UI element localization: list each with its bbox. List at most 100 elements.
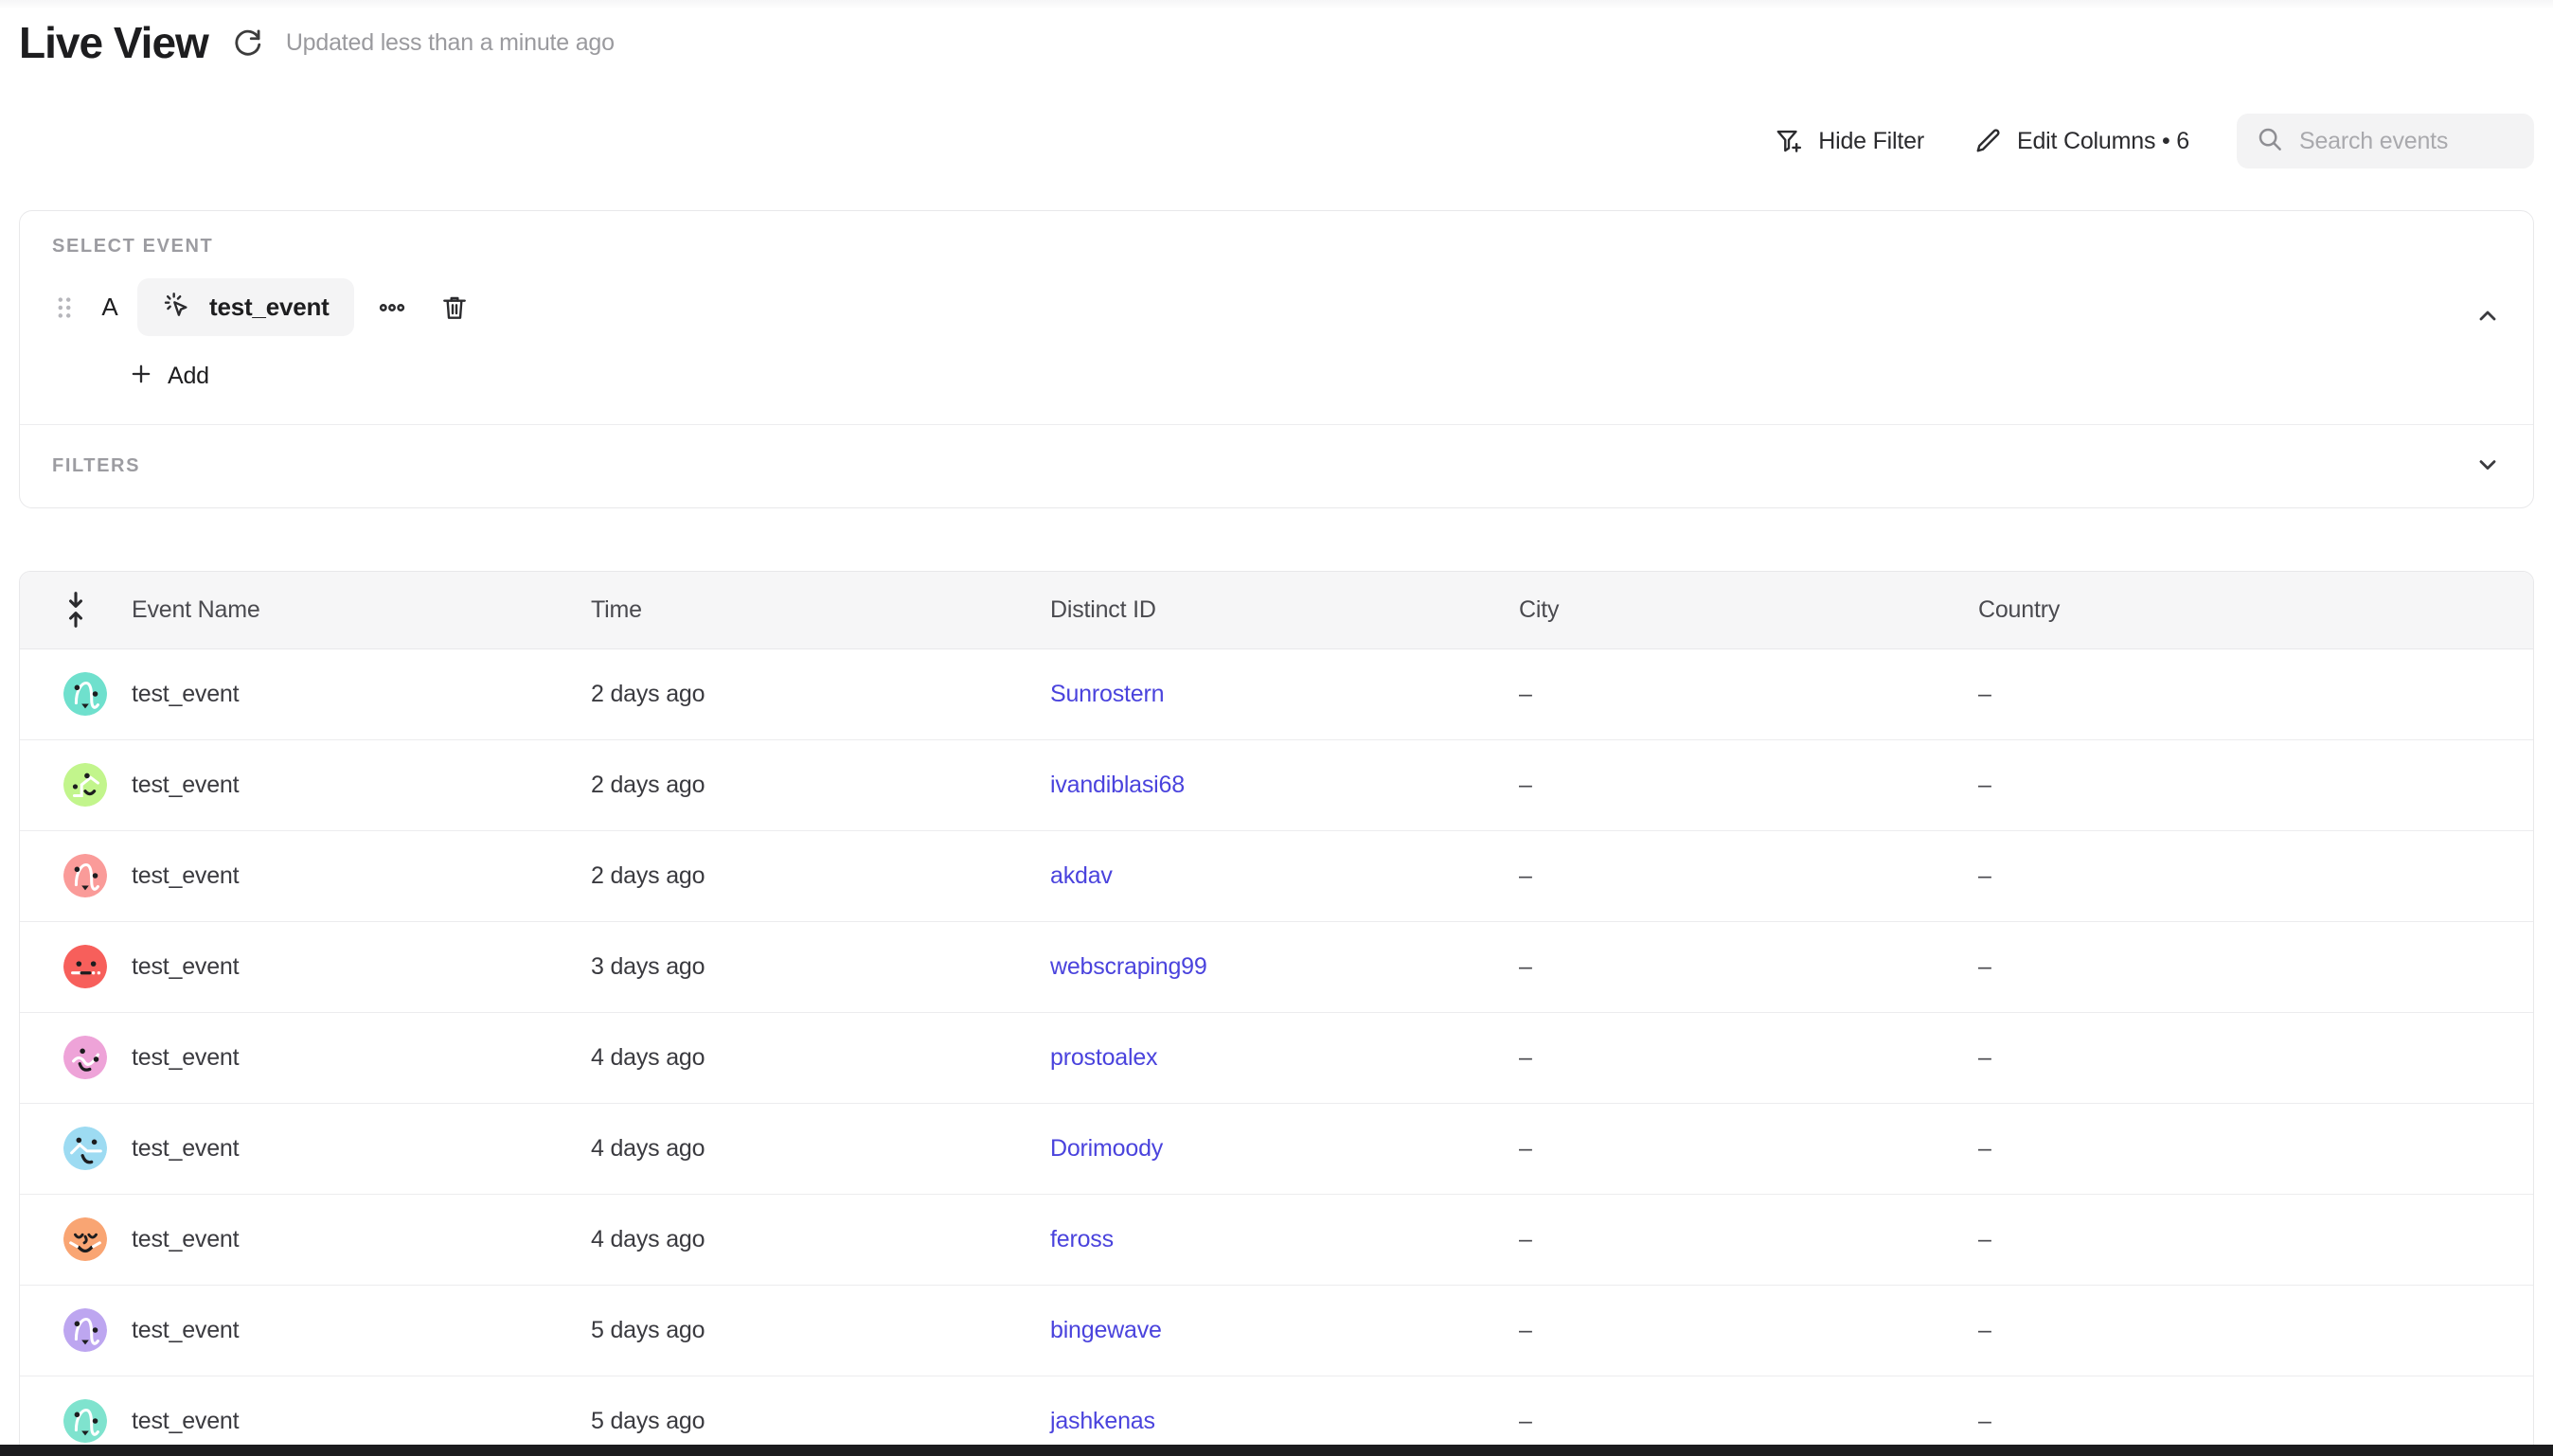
edit-columns-button[interactable]: Edit Columns • 6 bbox=[1949, 117, 2214, 165]
distinct-id-link[interactable]: ivandiblasi68 bbox=[1050, 771, 1185, 798]
add-label: Add bbox=[168, 363, 209, 389]
cell-time: 4 days ago bbox=[591, 1194, 1050, 1286]
event-step-row: A test_event bbox=[52, 278, 2507, 336]
distinct-id-link[interactable]: jashkenas bbox=[1050, 1407, 1155, 1434]
table-row[interactable]: test_event 5 days ago bingewave – – bbox=[20, 1285, 2533, 1376]
cell-city: – bbox=[1519, 1012, 1978, 1104]
event-name-value: test_event bbox=[132, 771, 240, 798]
cell-event-name: test_event bbox=[63, 830, 591, 922]
bottom-bar bbox=[0, 1445, 2553, 1456]
event-name-value: test_event bbox=[132, 1316, 240, 1343]
cell-event-name: test_event bbox=[63, 1376, 591, 1446]
distinct-id-link[interactable]: prostoalex bbox=[1050, 1043, 1158, 1071]
table-body: test_event 2 days ago Sunrostern – – tes… bbox=[20, 648, 2533, 1446]
cell-time: 2 days ago bbox=[591, 830, 1050, 922]
distinct-id-link[interactable]: webscraping99 bbox=[1050, 952, 1207, 980]
cell-event-name: test_event bbox=[63, 1194, 591, 1286]
table-row[interactable]: test_event 2 days ago akdav – – bbox=[20, 830, 2533, 922]
sort-column-header[interactable] bbox=[20, 572, 132, 649]
table-row[interactable]: test_event 2 days ago Sunrostern – – bbox=[20, 648, 2533, 740]
cell-country: – bbox=[1978, 648, 2533, 740]
event-name-value: test_event bbox=[132, 1134, 240, 1162]
cell-country: – bbox=[1978, 830, 2533, 922]
last-updated-text: Updated less than a minute ago bbox=[285, 28, 615, 56]
funnel-plus-icon bbox=[1775, 127, 1803, 155]
edit-columns-label: Edit Columns • 6 bbox=[2016, 127, 2189, 154]
more-horizontal-icon[interactable] bbox=[367, 283, 417, 332]
event-name-value: test_event bbox=[132, 1407, 240, 1434]
distinct-id-link[interactable]: Sunrostern bbox=[1050, 680, 1165, 707]
cell-distinct-id[interactable]: feross bbox=[1050, 1194, 1519, 1286]
select-event-label: SELECT EVENT bbox=[52, 236, 214, 257]
table-row[interactable]: test_event 4 days ago Dorimoody – – bbox=[20, 1103, 2533, 1195]
event-name-value: test_event bbox=[132, 680, 240, 707]
distinct-id-link[interactable]: bingewave bbox=[1050, 1316, 1162, 1343]
column-header-city[interactable]: City bbox=[1519, 572, 1978, 649]
cell-time: 2 days ago bbox=[591, 739, 1050, 831]
cell-event-name: test_event bbox=[63, 739, 591, 831]
cell-city: – bbox=[1519, 1376, 1978, 1446]
cell-event-name: test_event bbox=[63, 1103, 591, 1195]
chevron-down-icon[interactable] bbox=[2474, 451, 2501, 482]
cell-country: – bbox=[1978, 1012, 2533, 1104]
page-header: Live View Updated less than a minute ago bbox=[19, 21, 615, 64]
table-row[interactable]: test_event 2 days ago ivandiblasi68 – – bbox=[20, 739, 2533, 831]
column-header-distinct-id[interactable]: Distinct ID bbox=[1050, 572, 1519, 649]
trash-icon[interactable] bbox=[430, 283, 479, 332]
select-event-section: SELECT EVENT A bbox=[20, 211, 2533, 424]
cell-distinct-id[interactable]: Dorimoody bbox=[1050, 1103, 1519, 1195]
filters-section[interactable]: FILTERS bbox=[20, 424, 2533, 507]
table-header-row: Event Name Time Distinct ID City Country bbox=[20, 572, 2533, 649]
cell-country: – bbox=[1978, 921, 2533, 1013]
add-event-button[interactable]: Add bbox=[120, 355, 217, 398]
sort-arrows-icon[interactable] bbox=[20, 591, 132, 629]
cell-country: – bbox=[1978, 1376, 2533, 1446]
cell-distinct-id[interactable]: Sunrostern bbox=[1050, 648, 1519, 740]
cell-distinct-id[interactable]: bingewave bbox=[1050, 1285, 1519, 1376]
cell-event-name: test_event bbox=[63, 648, 591, 740]
cell-distinct-id[interactable]: webscraping99 bbox=[1050, 921, 1519, 1013]
cell-city: – bbox=[1519, 921, 1978, 1013]
top-gradient-band bbox=[0, 0, 2553, 9]
distinct-id-link[interactable]: feross bbox=[1050, 1225, 1114, 1252]
search-icon bbox=[2256, 125, 2284, 158]
cell-time: 2 days ago bbox=[591, 648, 1050, 740]
event-select-chip[interactable]: test_event bbox=[137, 278, 354, 336]
pencil-icon bbox=[1973, 127, 2002, 155]
refresh-icon[interactable] bbox=[231, 27, 263, 59]
table-row[interactable]: test_event 4 days ago feross – – bbox=[20, 1194, 2533, 1286]
event-name-value: test_event bbox=[132, 952, 240, 980]
cell-time: 4 days ago bbox=[591, 1012, 1050, 1104]
column-header-time[interactable]: Time bbox=[591, 572, 1050, 649]
cursor-click-icon bbox=[162, 290, 192, 325]
distinct-id-link[interactable]: akdav bbox=[1050, 861, 1113, 889]
hide-filter-label: Hide Filter bbox=[1818, 127, 1924, 154]
distinct-id-link[interactable]: Dorimoody bbox=[1050, 1134, 1164, 1162]
event-name-value: test_event bbox=[132, 1225, 240, 1252]
column-header-event-name[interactable]: Event Name bbox=[132, 572, 591, 649]
cell-event-name: test_event bbox=[63, 1012, 591, 1104]
cell-distinct-id[interactable]: akdav bbox=[1050, 830, 1519, 922]
search-input[interactable] bbox=[2299, 127, 2515, 155]
table-toolbar: Hide Filter Edit Columns • 6 bbox=[1750, 114, 2534, 169]
table-row[interactable]: test_event 4 days ago prostoalex – – bbox=[20, 1012, 2533, 1104]
cell-time: 5 days ago bbox=[591, 1376, 1050, 1446]
cell-country: – bbox=[1978, 1194, 2533, 1286]
step-letter: A bbox=[101, 293, 118, 321]
cell-city: – bbox=[1519, 830, 1978, 922]
table-row[interactable]: test_event 5 days ago jashkenas – – bbox=[20, 1376, 2533, 1446]
cell-city: – bbox=[1519, 1103, 1978, 1195]
cell-distinct-id[interactable]: ivandiblasi68 bbox=[1050, 739, 1519, 831]
column-header-country[interactable]: Country bbox=[1978, 572, 2533, 649]
drag-handle-icon[interactable] bbox=[52, 294, 77, 321]
table-row[interactable]: test_event 3 days ago webscraping99 – – bbox=[20, 921, 2533, 1013]
cell-distinct-id[interactable]: prostoalex bbox=[1050, 1012, 1519, 1104]
search-events-box[interactable] bbox=[2237, 114, 2534, 169]
filters-label: FILTERS bbox=[52, 455, 141, 476]
cell-country: – bbox=[1978, 1285, 2533, 1376]
chevron-up-icon[interactable] bbox=[2474, 302, 2501, 333]
hide-filter-button[interactable]: Hide Filter bbox=[1750, 117, 1949, 165]
cell-city: – bbox=[1519, 1285, 1978, 1376]
cell-event-name: test_event bbox=[63, 1285, 591, 1376]
cell-distinct-id[interactable]: jashkenas bbox=[1050, 1376, 1519, 1446]
